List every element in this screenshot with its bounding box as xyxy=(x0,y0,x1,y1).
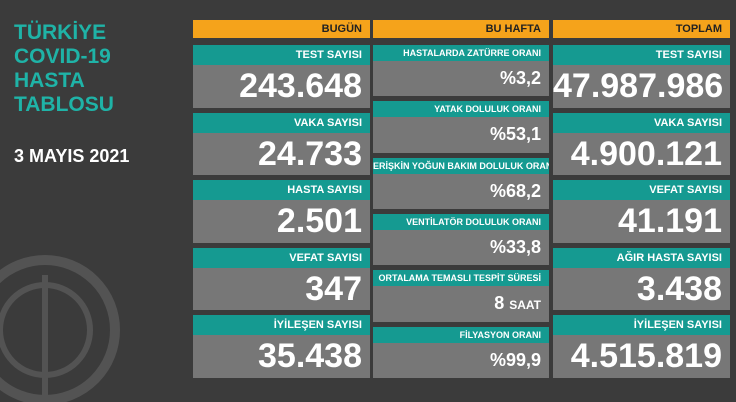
stat-label: İYİLEŞEN SAYISI xyxy=(193,315,370,336)
stat-label: VEFAT SAYISI xyxy=(193,247,370,268)
column-header: BUGÜN xyxy=(193,20,370,38)
stat-number: %33,8 xyxy=(489,237,541,257)
stat-cell: YATAK DOLULUK ORANI %53,1 xyxy=(373,101,549,153)
stat-number: 8 xyxy=(494,293,505,314)
stat-label: HASTALARDA ZATÜRRE ORANI xyxy=(373,45,549,61)
stat-cell: İYİLEŞEN SAYISI 35.438 xyxy=(193,315,370,378)
stat-value: 347 xyxy=(193,268,370,311)
stat-cell: VEFAT SAYISI 347 xyxy=(193,247,370,311)
stat-number: 47.987.986 xyxy=(553,67,724,105)
stat-cell: VAKA SAYISI 4.900.121 xyxy=(553,112,730,176)
stat-number: %68,2 xyxy=(489,180,541,201)
stat-value: %53,1 xyxy=(373,117,549,152)
stat-cell: FİLYASYON ORANI %99,9 xyxy=(373,326,549,378)
stat-value: 243.648 xyxy=(193,65,370,108)
stat-label: VEFAT SAYISI xyxy=(553,180,730,201)
stat-value: %68,2 xyxy=(373,174,549,209)
stat-value: 8 SAAT xyxy=(373,286,549,321)
stat-cell: VEFAT SAYISI 41.191 xyxy=(553,180,730,243)
stat-number: 243.648 xyxy=(239,67,362,105)
title: HASTA xyxy=(14,69,85,92)
stat-cell: VENTİLATÖR DOLULUK ORANI %33,8 xyxy=(373,214,549,266)
stat-number: %53,1 xyxy=(489,124,541,145)
stat-number: 2.501 xyxy=(276,202,362,241)
stat-value: 3.438 xyxy=(553,268,730,311)
stat-value: 47.987.986 xyxy=(553,65,730,108)
stat-cell: AĞIR HASTA SAYISI 3.438 xyxy=(553,247,730,311)
stat-value: 4.900.121 xyxy=(553,133,730,176)
date: 3 MAYIS 2021 xyxy=(14,146,130,166)
stat-label: AĞIR HASTA SAYISI xyxy=(553,247,730,268)
stat-cell: İYİLEŞEN SAYISI 4.515.819 xyxy=(553,315,730,378)
stat-label: FİLYASYON ORANI xyxy=(373,326,549,343)
stat-number: 4.515.819 xyxy=(570,337,722,376)
stat-label: İYİLEŞEN SAYISI xyxy=(553,315,730,336)
stat-label: HASTA SAYISI xyxy=(193,180,370,201)
stat-label: YATAK DOLULUK ORANI xyxy=(373,101,549,118)
stat-cell: ORTALAMA TEMASLI TESPİT SÜRESİ 8 SAAT xyxy=(373,270,549,322)
stat-label: ORTALAMA TEMASLI TESPİT SÜRESİ xyxy=(373,270,549,287)
stat-value: %99,9 xyxy=(373,343,549,378)
stat-label: VENTİLATÖR DOLULUK ORANI xyxy=(373,214,549,230)
stat-unit: SAAT xyxy=(509,298,541,313)
stat-value: %3,2 xyxy=(373,61,549,96)
stat-value: 41.191 xyxy=(553,200,730,243)
stat-number: %3,2 xyxy=(499,68,541,88)
title: COVID-19 xyxy=(14,45,111,68)
stat-cell: TEST SAYISI 243.648 xyxy=(193,45,370,108)
stat-number: 3.438 xyxy=(636,269,722,308)
stat-number: 347 xyxy=(305,269,362,308)
title: TÜRKİYE xyxy=(14,21,107,44)
stat-number: 41.191 xyxy=(618,202,722,241)
stat-label: VAKA SAYISI xyxy=(193,112,370,133)
stat-label: TEST SAYISI xyxy=(193,45,370,65)
title: TABLOSU xyxy=(14,93,114,116)
logo xyxy=(0,255,120,402)
stat-cell: TEST SAYISI 47.987.986 xyxy=(553,45,730,108)
stat-label: ERİŞKİN YOĞUN BAKIM DOLULUK ORANI xyxy=(373,157,549,174)
stat-number: 24.733 xyxy=(258,134,362,173)
stat-number: 35.438 xyxy=(258,337,362,376)
stat-cell: VAKA SAYISI 24.733 xyxy=(193,112,370,176)
stat-value: 24.733 xyxy=(193,133,370,176)
stat-label: VAKA SAYISI xyxy=(553,112,730,133)
stat-cell: HASTALARDA ZATÜRRE ORANI %3,2 xyxy=(373,45,549,97)
stat-number: %99,9 xyxy=(489,349,541,370)
stat-value: %33,8 xyxy=(373,230,549,265)
stat-value: 35.438 xyxy=(193,335,370,378)
stat-cell: HASTA SAYISI 2.501 xyxy=(193,180,370,243)
stat-value: 2.501 xyxy=(193,200,370,243)
stat-number: 4.900.121 xyxy=(570,134,722,173)
stat-value: 4.515.819 xyxy=(553,335,730,378)
column-header: BU HAFTA xyxy=(373,20,549,38)
stat-cell: ERİŞKİN YOĞUN BAKIM DOLULUK ORANI %68,2 xyxy=(373,157,549,209)
column-header: TOPLAM xyxy=(553,20,730,38)
stat-label: TEST SAYISI xyxy=(553,45,730,65)
